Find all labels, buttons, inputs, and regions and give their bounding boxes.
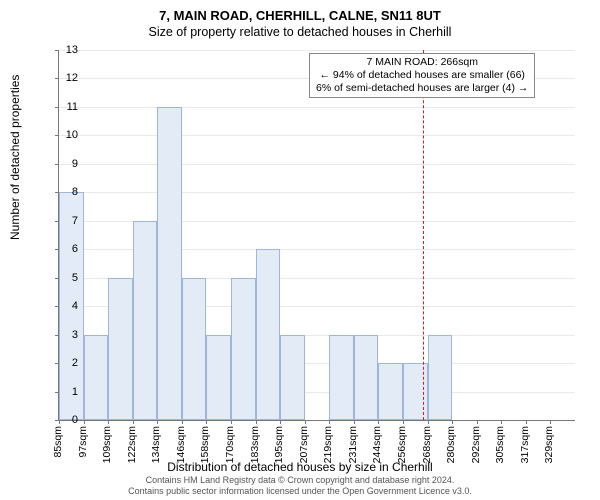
gridline	[59, 192, 575, 193]
gridline	[59, 164, 575, 165]
x-tick-mark	[206, 420, 207, 424]
x-tick-label: 292sqm	[470, 426, 482, 463]
chart-title-address: 7, MAIN ROAD, CHERHILL, CALNE, SN11 8UT	[0, 0, 600, 23]
histogram-bar	[206, 335, 231, 420]
histogram-bar	[354, 335, 379, 420]
x-tick-label: 170sqm	[224, 426, 236, 463]
y-tick-label: 7	[48, 215, 78, 227]
y-axis-label: Number of detached properties	[8, 75, 22, 240]
annotation-box: 7 MAIN ROAD: 266sqm← 94% of detached hou…	[309, 53, 535, 98]
x-tick-mark	[477, 420, 478, 424]
x-tick-mark	[501, 420, 502, 424]
x-tick-mark	[403, 420, 404, 424]
x-tick-mark	[378, 420, 379, 424]
chart-area: 7 MAIN ROAD: 266sqm← 94% of detached hou…	[58, 50, 574, 420]
x-tick-label: 244sqm	[371, 426, 383, 463]
y-tick-label: 8	[48, 186, 78, 198]
x-tick-label: 146sqm	[175, 426, 187, 463]
histogram-bar	[157, 107, 182, 420]
x-tick-mark	[305, 420, 306, 424]
x-tick-label: 317sqm	[519, 426, 531, 463]
x-tick-label: 122sqm	[126, 426, 138, 463]
histogram-bar	[403, 363, 428, 420]
x-tick-label: 207sqm	[298, 426, 310, 463]
property-marker-line	[423, 50, 424, 420]
x-tick-label: 134sqm	[150, 426, 162, 463]
x-tick-label: 268sqm	[421, 426, 433, 463]
chart-title-subtitle: Size of property relative to detached ho…	[0, 23, 600, 39]
x-tick-mark	[428, 420, 429, 424]
plot-region: 7 MAIN ROAD: 266sqm← 94% of detached hou…	[58, 50, 575, 421]
x-tick-mark	[256, 420, 257, 424]
histogram-bar	[84, 335, 109, 420]
x-tick-label: 158sqm	[199, 426, 211, 463]
histogram-bar	[133, 221, 158, 420]
x-tick-label: 280sqm	[445, 426, 457, 463]
gridline	[59, 135, 575, 136]
y-tick-label: 3	[48, 329, 78, 341]
x-tick-label: 195sqm	[273, 426, 285, 463]
x-tick-mark	[157, 420, 158, 424]
footer-line1: Contains HM Land Registry data © Crown c…	[0, 475, 600, 486]
annotation-line3: 6% of semi-detached houses are larger (4…	[316, 82, 528, 95]
gridline	[59, 50, 575, 51]
histogram-bar	[256, 249, 281, 420]
histogram-bar	[378, 363, 403, 420]
x-tick-label: 329sqm	[543, 426, 555, 463]
x-tick-mark	[84, 420, 85, 424]
histogram-bar	[329, 335, 354, 420]
x-tick-mark	[280, 420, 281, 424]
x-tick-mark	[329, 420, 330, 424]
x-tick-label: 85sqm	[52, 426, 64, 458]
x-tick-mark	[354, 420, 355, 424]
annotation-line2: ← 94% of detached houses are smaller (66…	[316, 69, 528, 82]
x-tick-mark	[133, 420, 134, 424]
y-tick-label: 2	[48, 357, 78, 369]
x-tick-label: 183sqm	[249, 426, 261, 463]
gridline	[59, 107, 575, 108]
y-tick-label: 1	[48, 386, 78, 398]
x-tick-mark	[231, 420, 232, 424]
histogram-bar	[108, 278, 133, 420]
y-tick-label: 5	[48, 272, 78, 284]
histogram-bar	[182, 278, 207, 420]
x-tick-label: 231sqm	[347, 426, 359, 463]
y-tick-label: 13	[48, 44, 78, 56]
footer-attribution: Contains HM Land Registry data © Crown c…	[0, 475, 600, 498]
x-tick-label: 256sqm	[396, 426, 408, 463]
x-tick-mark	[526, 420, 527, 424]
histogram-bar	[428, 335, 453, 420]
y-tick-label: 9	[48, 158, 78, 170]
x-tick-mark	[550, 420, 551, 424]
y-tick-label: 11	[48, 101, 78, 113]
x-tick-label: 97sqm	[77, 426, 89, 458]
histogram-bar	[280, 335, 305, 420]
histogram-bar	[231, 278, 256, 420]
x-tick-mark	[182, 420, 183, 424]
y-tick-label: 6	[48, 243, 78, 255]
y-tick-label: 0	[48, 414, 78, 426]
y-tick-label: 10	[48, 129, 78, 141]
x-tick-mark	[108, 420, 109, 424]
y-tick-label: 12	[48, 72, 78, 84]
footer-line2: Contains public sector information licen…	[0, 486, 600, 497]
x-tick-mark	[452, 420, 453, 424]
x-tick-label: 109sqm	[101, 426, 113, 463]
annotation-line1: 7 MAIN ROAD: 266sqm	[316, 56, 528, 69]
x-tick-label: 219sqm	[322, 426, 334, 463]
x-tick-label: 305sqm	[494, 426, 506, 463]
y-tick-label: 4	[48, 300, 78, 312]
